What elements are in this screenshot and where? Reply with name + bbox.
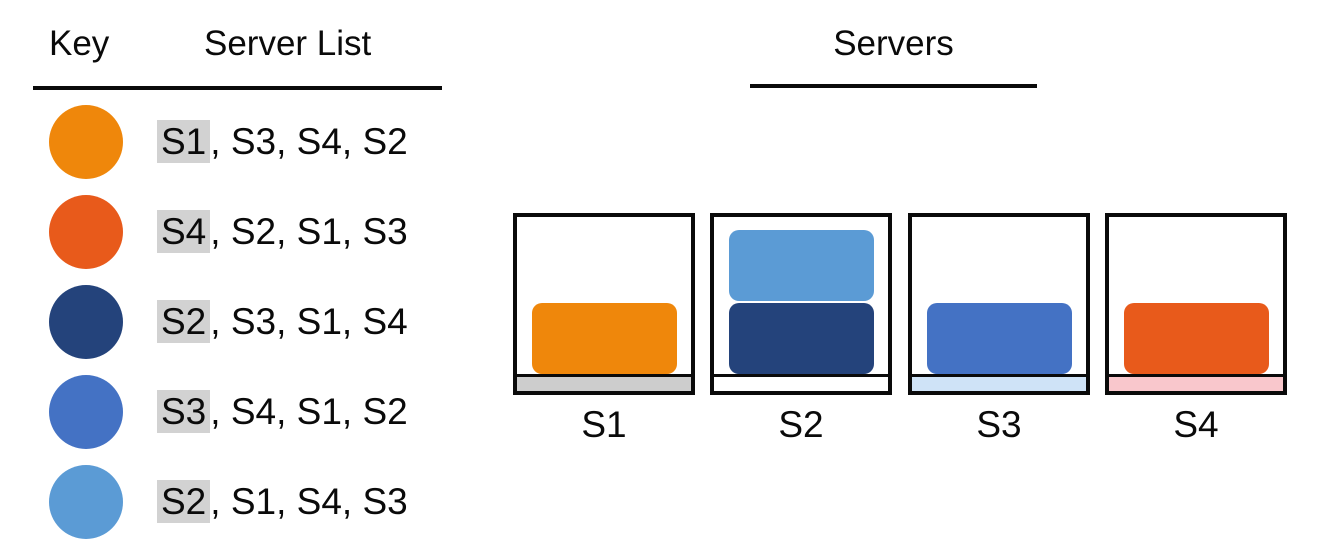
highlighted-server: S2 [157, 300, 211, 343]
server-list-entry: S4, S2, S1, S3 [157, 210, 408, 253]
server-base-strip [714, 374, 888, 391]
server-base-strip [517, 374, 691, 391]
server-list-rest: , S3, S1, S4 [210, 301, 408, 342]
blue-circle-icon [49, 375, 123, 449]
key-row: S4, S2, S1, S3 [49, 195, 408, 269]
highlighted-server: S3 [157, 390, 211, 433]
server-box-contents [517, 217, 691, 374]
navy-circle-icon [49, 285, 123, 359]
server-box-s3 [908, 213, 1090, 395]
key-row: S2, S1, S4, S3 [49, 465, 408, 539]
light-blue-circle-icon [49, 465, 123, 539]
servers-title-rule [750, 84, 1037, 88]
server-list-header: Server List [204, 24, 372, 63]
key-header-rule [33, 86, 442, 90]
server-box-contents [1109, 217, 1283, 374]
server-base-strip [1109, 374, 1283, 391]
job-block-navy [728, 303, 874, 374]
server-box-s2 [710, 213, 892, 395]
server-label-s4: S4 [1173, 404, 1219, 445]
orange-circle-icon [49, 105, 123, 179]
server-list-rest: , S2, S1, S3 [210, 211, 408, 252]
job-block-red-orange [1123, 303, 1269, 374]
red-orange-circle-icon [49, 195, 123, 269]
server-list-entry: S2, S1, S4, S3 [157, 480, 408, 523]
key-row: S3, S4, S1, S2 [49, 375, 408, 449]
highlighted-server: S2 [157, 480, 211, 523]
server-list-entry: S1, S3, S4, S2 [157, 120, 408, 163]
server-list-entry: S3, S4, S1, S2 [157, 390, 408, 433]
server-label-s2: S2 [778, 404, 824, 445]
server-list-rest: , S4, S1, S2 [210, 391, 408, 432]
key-row: S1, S3, S4, S2 [49, 105, 408, 179]
key-header: Key [49, 24, 110, 63]
job-block-blue [926, 303, 1072, 374]
server-box-s4 [1105, 213, 1287, 395]
server-base-strip [912, 374, 1086, 391]
server-label-s3: S3 [976, 404, 1022, 445]
server-label-s1: S1 [581, 404, 627, 445]
server-list-entry: S2, S3, S1, S4 [157, 300, 408, 343]
highlighted-server: S1 [157, 120, 211, 163]
servers-title: Servers [833, 24, 954, 63]
server-list-rest: , S3, S4, S2 [210, 121, 408, 162]
highlighted-server: S4 [157, 210, 211, 253]
job-block-light-blue [728, 230, 874, 301]
server-list-rest: , S1, S4, S3 [210, 481, 408, 522]
server-box-contents [714, 217, 888, 374]
job-block-orange [531, 303, 677, 374]
server-box-contents [912, 217, 1086, 374]
key-row: S2, S3, S1, S4 [49, 285, 408, 359]
server-box-s1 [513, 213, 695, 395]
